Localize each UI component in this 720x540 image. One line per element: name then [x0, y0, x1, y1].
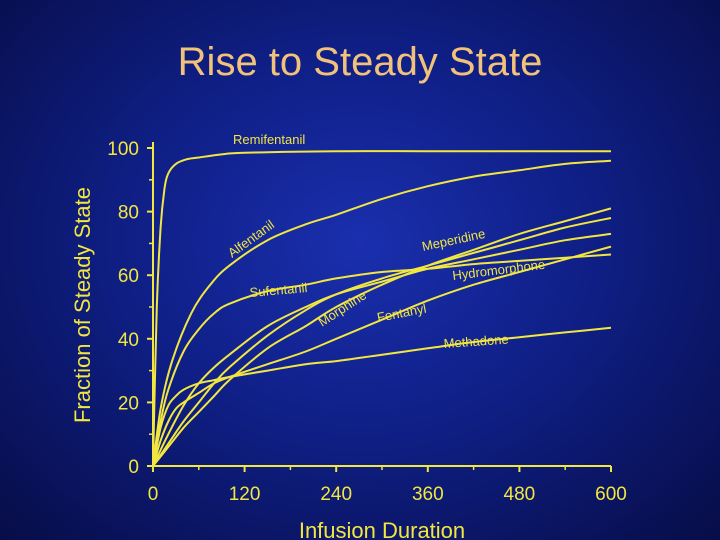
series-line-sufentanil [152, 253, 612, 467]
y-tick-label: 60 [118, 266, 139, 287]
series-line-remifentanil [152, 150, 611, 467]
x-tick-label: 0 [148, 484, 159, 505]
slide-title: Rise to Steady State [177, 40, 543, 84]
y-tick-label: 0 [128, 457, 139, 478]
chart-curves [152, 150, 612, 467]
chart-axes: 0 120 240 360 480 600 0 20 40 60 80 100 [107, 139, 627, 505]
y-axis-label: Fraction of Steady State [70, 187, 95, 423]
x-tick-label: 120 [229, 484, 261, 505]
y-tick-label: 100 [107, 139, 139, 160]
series-line-alfentanil [152, 159, 612, 467]
series-label-remifentanil: Remifentanil [233, 132, 305, 147]
x-axis-label: Infusion Duration [299, 518, 465, 540]
series-label-morphine: Morphine [315, 287, 369, 329]
series-label-methadone: Methadone [443, 331, 509, 351]
series-line-methadone [152, 326, 612, 467]
y-tick-label: 40 [118, 330, 139, 351]
series-label-sufentanil: Sufentanil [249, 280, 308, 300]
y-tick-label: 20 [118, 393, 139, 414]
series-label-fentanyl: Fentanyl [376, 301, 428, 325]
series-line-hydromorphone [152, 245, 612, 467]
series-line-meperidine [152, 207, 612, 467]
x-tick-label: 240 [320, 484, 352, 505]
x-tick-label: 600 [595, 484, 627, 505]
x-tick-label: 480 [504, 484, 536, 505]
x-tick-label: 360 [412, 484, 444, 505]
series-line-morphine [152, 217, 612, 467]
y-tick-label: 80 [118, 203, 139, 224]
